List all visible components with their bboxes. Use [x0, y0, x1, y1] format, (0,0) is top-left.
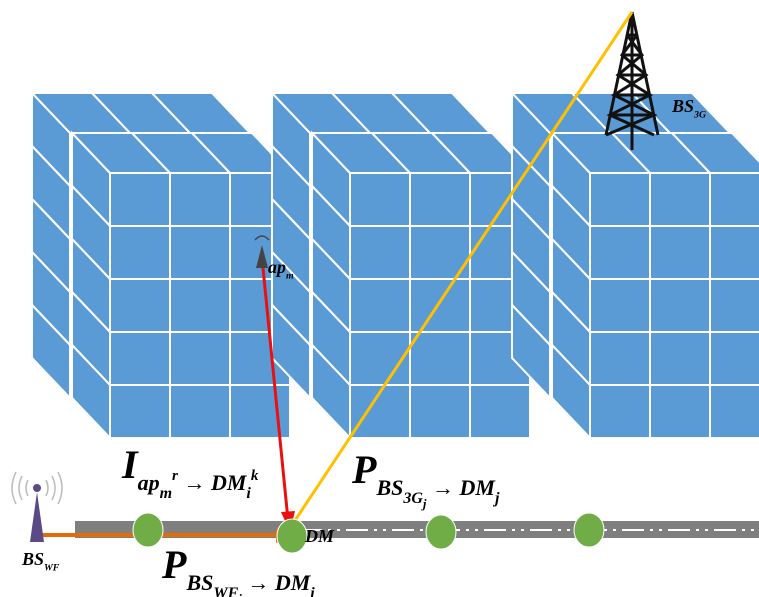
label: apm: [268, 257, 294, 281]
devices: [132, 512, 605, 554]
window-cell: [409, 278, 471, 333]
label-part: r: [172, 467, 179, 484]
label-part: BS: [185, 570, 213, 595]
roof-cell: [189, 132, 293, 174]
window-cell: [349, 225, 411, 280]
window-cell: [589, 384, 651, 439]
label-part: ap: [268, 257, 286, 277]
window-cell: [169, 278, 231, 333]
window-cell: [409, 172, 471, 227]
bs-wf-icon: [11, 471, 63, 542]
label-part: → DM: [426, 475, 496, 500]
label-part: i: [238, 592, 242, 597]
window-cell: [709, 278, 759, 333]
side-cell: [511, 302, 551, 401]
label: BS3G: [671, 96, 707, 120]
label-part: I: [121, 442, 139, 487]
window-cell: [709, 172, 759, 227]
side-cell: [31, 302, 71, 401]
label-part: m: [286, 270, 294, 281]
label-part: m: [160, 485, 172, 502]
label-part: BS: [671, 96, 694, 116]
window-cell: [649, 172, 711, 227]
label-part: → DM: [178, 470, 248, 495]
window-cell: [169, 172, 231, 227]
window-cell: [409, 384, 471, 439]
buildings: [29, 90, 759, 441]
window-cell: [109, 331, 171, 386]
label-part: WF: [44, 562, 60, 573]
label-part: BS: [375, 475, 403, 500]
label-part: ap: [138, 470, 160, 495]
window-cell: [229, 384, 291, 439]
label: PBSWFi → DMi: [161, 542, 315, 597]
window-cell: [109, 278, 171, 333]
label-part: → DM: [242, 570, 312, 595]
label-part: P: [161, 542, 187, 587]
label-part: WF: [213, 585, 238, 597]
label: PBS3Gj → DMj: [351, 447, 500, 511]
window-cell: [409, 331, 471, 386]
window-cell: [589, 172, 651, 227]
label-part: DM: [304, 526, 335, 546]
window-cell: [109, 225, 171, 280]
window-cell: [169, 331, 231, 386]
window-cell: [649, 278, 711, 333]
tower-3g: [604, 11, 660, 150]
signal-3g: [288, 11, 634, 529]
side-cell: [551, 342, 591, 441]
window-cell: [589, 331, 651, 386]
window-cell: [109, 172, 171, 227]
interference-ap: [260, 257, 290, 521]
window-cell: [649, 384, 711, 439]
window-cell: [589, 225, 651, 280]
window-cell: [169, 384, 231, 439]
label-part: k: [251, 467, 259, 484]
side-cell: [311, 342, 351, 441]
label-part: i: [310, 585, 315, 597]
side-cell: [71, 342, 111, 441]
window-cell: [349, 172, 411, 227]
ap-antenna: [254, 235, 270, 268]
label: DM: [304, 526, 335, 546]
window-cell: [709, 225, 759, 280]
window-cell: [349, 278, 411, 333]
label-part: 3G: [693, 109, 707, 120]
window-cell: [169, 225, 231, 280]
label-part: j: [421, 497, 427, 511]
label-part: BS: [21, 549, 44, 569]
label: BSWF: [21, 549, 60, 573]
window-cell: [649, 225, 711, 280]
roof-cell: [429, 132, 533, 174]
roof-cell: [669, 132, 759, 174]
window-cell: [709, 384, 759, 439]
window-cell: [649, 331, 711, 386]
window-cell: [109, 384, 171, 439]
label-part: i: [246, 485, 251, 502]
label-part: j: [492, 490, 500, 507]
label-part: P: [351, 447, 377, 492]
window-cell: [469, 384, 531, 439]
label-part: 3G: [402, 490, 423, 507]
window-cell: [589, 278, 651, 333]
label: Iapmr → DMik: [121, 442, 259, 502]
window-cell: [709, 331, 759, 386]
